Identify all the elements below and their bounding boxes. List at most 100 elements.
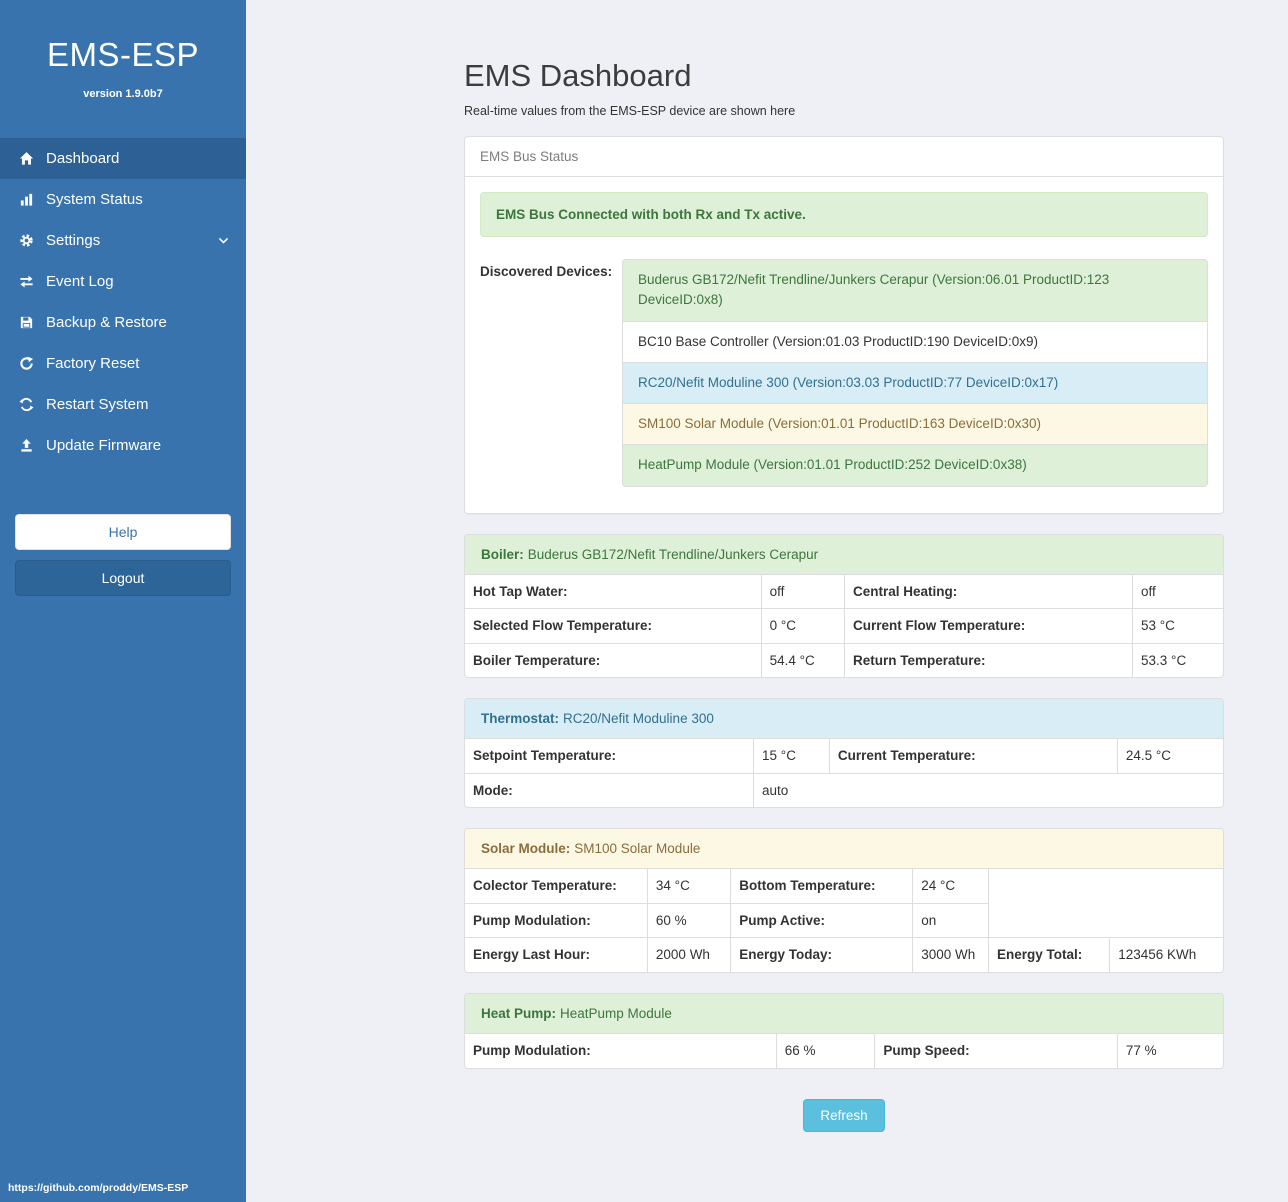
row-value: 34 °C (646, 868, 731, 903)
sidebar-item-label: Restart System (46, 396, 149, 413)
home-icon (16, 151, 36, 166)
row-value: 3000 Wh (912, 937, 988, 972)
table-row: Hot Tap Water: off Central Heating: off (465, 573, 1223, 609)
sidebar-item-label: Factory Reset (46, 355, 140, 372)
row-value: 53.3 °C (1132, 642, 1223, 678)
list-item-device: RC20/Nefit Moduline 300 (Version:03.03 P… (622, 361, 1208, 404)
table-row: Mode: auto (465, 772, 1223, 808)
row-label: Pump Speed: (874, 1033, 1117, 1068)
page-subtitle: Real-time values from the EMS-ESP device… (464, 104, 796, 118)
sidebar-item-label: Backup & Restore (46, 314, 167, 331)
gear-icon (16, 233, 36, 248)
boiler-device-name: Buderus GB172/Nefit Trendline/Junkers Ce… (527, 546, 819, 562)
solar-module-section: Solar Module: SM100 Solar Module Colector… (464, 828, 1224, 973)
restart-arrows-icon (16, 397, 36, 412)
sidebar-item-label: Dashboard (46, 150, 120, 167)
row-label: Bottom Temperature: (730, 868, 913, 903)
app-title: EMS-ESP (46, 36, 200, 73)
table-row: Pump Modulation: 66 % Pump Speed: 77 % (465, 1033, 1223, 1068)
boiler-title: Boiler: (481, 546, 524, 562)
solar-device-name: SM100 Solar Module (574, 841, 701, 857)
row-label: Return Temperature: (843, 642, 1133, 678)
row-label: Pump Modulation: (465, 902, 647, 938)
chevron-down-icon (217, 234, 230, 247)
row-value: 60 % (646, 902, 731, 938)
sidebar-item-settings[interactable]: Settings (0, 220, 246, 261)
table-row: Selected Flow Temperature: 0 °C Current … (465, 608, 1223, 643)
row-label: Energy Today: (730, 937, 913, 972)
page-title: EMS Dashboard (464, 58, 692, 93)
table-row: Setpoint Temperature: 15 °C Current Temp… (465, 738, 1223, 773)
sidebar-menu: Dashboard System Status Settings Event L… (0, 138, 246, 466)
row-value: 24 °C (912, 868, 988, 903)
table-row: Boiler Temperature: 54.4 °C Return Tempe… (465, 642, 1223, 678)
logout-button[interactable]: Logout (15, 560, 231, 596)
row-label: Energy Total: (987, 937, 1110, 972)
row-label: Current Flow Temperature: (843, 608, 1133, 643)
rotate-arrow-icon (16, 356, 36, 371)
row-value: 53 °C (1132, 608, 1223, 643)
refresh-button[interactable]: Refresh (803, 1098, 885, 1132)
boiler-section: Boiler: Buderus GB172/Nefit Trendline/Jun… (464, 533, 1224, 679)
panel-title: EMS Bus Status (465, 137, 1223, 177)
row-value: on (912, 902, 988, 938)
boiler-table: Hot Tap Water: off Central Heating: off … (465, 573, 1223, 678)
heatpump-device-name: HeatPump Module (560, 1006, 672, 1021)
thermostat-section: Thermostat: RC20/Nefit Moduline 300 Setpo… (464, 698, 1224, 809)
row-label: Setpoint Temperature: (465, 738, 754, 773)
sidebar-item-label: Update Firmware (46, 437, 162, 454)
thermostat-title: Thermostat: (481, 711, 560, 727)
sidebar-item-backup-restore[interactable]: Backup & Restore (0, 302, 246, 343)
thermostat-device-name: RC20/Nefit Moduline 300 (563, 711, 714, 727)
upload-icon (16, 438, 36, 453)
row-label: Mode: (465, 772, 754, 808)
list-item-device: Buderus GB172/Nefit Trendline/Junkers Ce… (622, 259, 1208, 322)
help-button[interactable]: Help (15, 514, 231, 550)
app-version: version 1.9.0b7 (83, 88, 163, 100)
row-label: Pump Active: (730, 902, 913, 938)
discovered-devices-label: Discovered Devices: (480, 264, 613, 279)
bar-chart-icon (16, 192, 36, 207)
row-value: 77 % (1116, 1033, 1223, 1068)
brand: EMS-ESP version 1.9.0b7 (0, 0, 246, 100)
row-value: 66 % (775, 1033, 875, 1068)
device-list: Buderus GB172/Nefit Trendline/Junkers Ce… (622, 259, 1208, 487)
list-item-device: HeatPump Module (Version:01.01 ProductID… (622, 444, 1208, 487)
thermostat-section-header: Thermostat: RC20/Nefit Moduline 300 (465, 699, 1223, 739)
sidebar-item-label: Event Log (46, 273, 114, 290)
solar-section-header: Solar Module: SM100 Solar Module (465, 829, 1223, 869)
table-row: Pump Modulation: 60 % Pump Active: on (465, 902, 1223, 938)
main-content: EMS Dashboard Real-time values from the … (246, 0, 1288, 1202)
sidebar-item-dashboard[interactable]: Dashboard (0, 138, 246, 179)
heatpump-title: Heat Pump: (481, 1006, 557, 1021)
sidebar-item-event-log[interactable]: Event Log (0, 261, 246, 302)
sidebar-item-system-status[interactable]: System Status (0, 179, 246, 220)
table-row: Energy Last Hour: 2000 Wh Energy Today: … (465, 937, 1223, 972)
list-item-device: SM100 Solar Module (Version:01.01 Produc… (622, 403, 1208, 446)
sidebar-item-label: Settings (46, 232, 101, 249)
empty-cell (987, 868, 1223, 903)
sidebar-item-restart-system[interactable]: Restart System (0, 384, 246, 425)
heat-pump-section: Heat Pump: HeatPump Module Pump Modulatio… (464, 993, 1224, 1069)
sidebar-item-update-firmware[interactable]: Update Firmware (0, 425, 246, 466)
boiler-section-header: Boiler: Buderus GB172/Nefit Trendline/Jun… (465, 534, 1223, 574)
list-item-device: BC10 Base Controller (Version:01.03 Prod… (622, 320, 1208, 363)
ems-bus-status-panel: EMS Bus Status EMS Bus Connected with bo… (464, 136, 1224, 514)
sidebar-item-label: System Status (46, 191, 143, 208)
row-value: 54.4 °C (760, 642, 844, 678)
solar-title: Solar Module: (481, 841, 571, 857)
row-label: Pump Modulation: (465, 1033, 776, 1068)
table-row: Colector Temperature: 34 °C Bottom Tempe… (465, 868, 1223, 903)
row-label: Selected Flow Temperature: (465, 608, 761, 643)
row-label: Colector Temperature: (465, 868, 647, 903)
heatpump-section-header: Heat Pump: HeatPump Module (465, 994, 1223, 1033)
solar-table: Colector Temperature: 34 °C Bottom Tempe… (465, 868, 1223, 972)
row-value: 24.5 °C (1116, 738, 1223, 773)
floppy-icon (16, 315, 36, 330)
sidebar-item-factory-reset[interactable]: Factory Reset (0, 343, 246, 384)
github-link[interactable]: https://github.com/proddy/EMS-ESP (8, 1181, 189, 1194)
empty-cell (987, 902, 1223, 938)
row-value: off (760, 573, 844, 609)
row-label: Central Heating: (843, 573, 1133, 609)
heatpump-table: Pump Modulation: 66 % Pump Speed: 77 % (465, 1033, 1223, 1068)
